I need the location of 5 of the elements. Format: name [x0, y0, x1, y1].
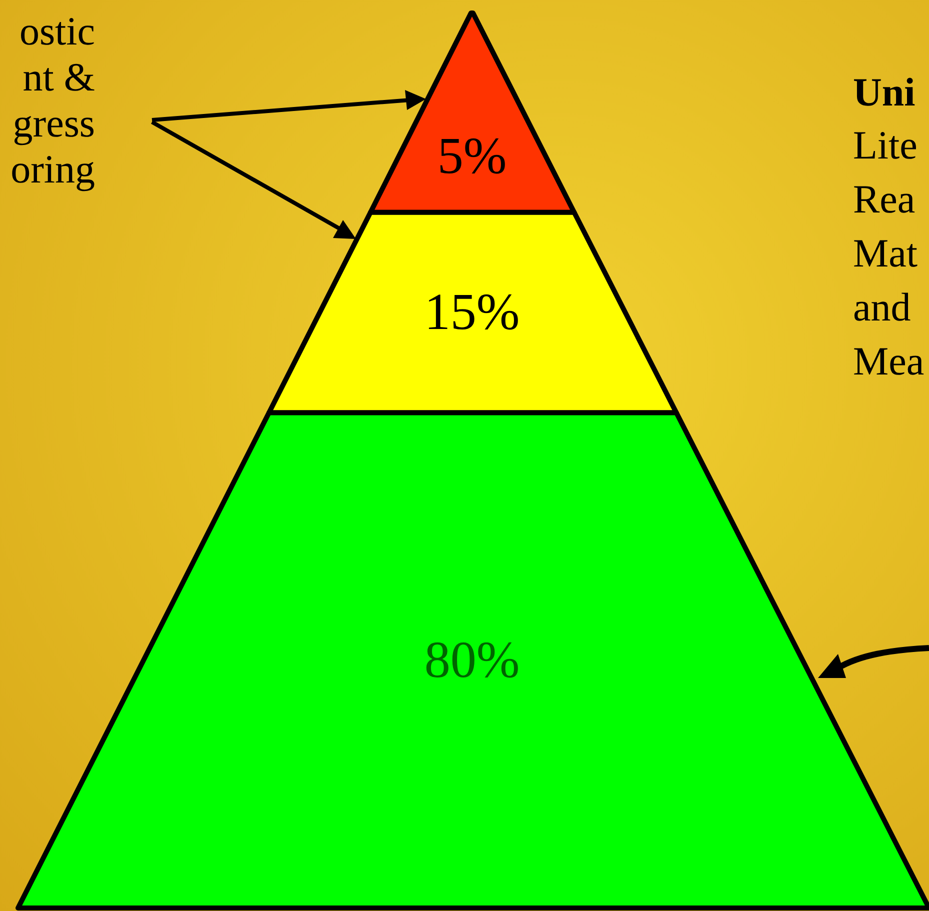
data-label: 15%: [424, 284, 520, 342]
data-label: 5%: [437, 128, 507, 185]
text: ostic nt & gress oring: [10, 8, 95, 192]
text: Uni Lite Rea Mat and Mea: [853, 70, 924, 384]
data-label: 80%: [424, 632, 520, 689]
